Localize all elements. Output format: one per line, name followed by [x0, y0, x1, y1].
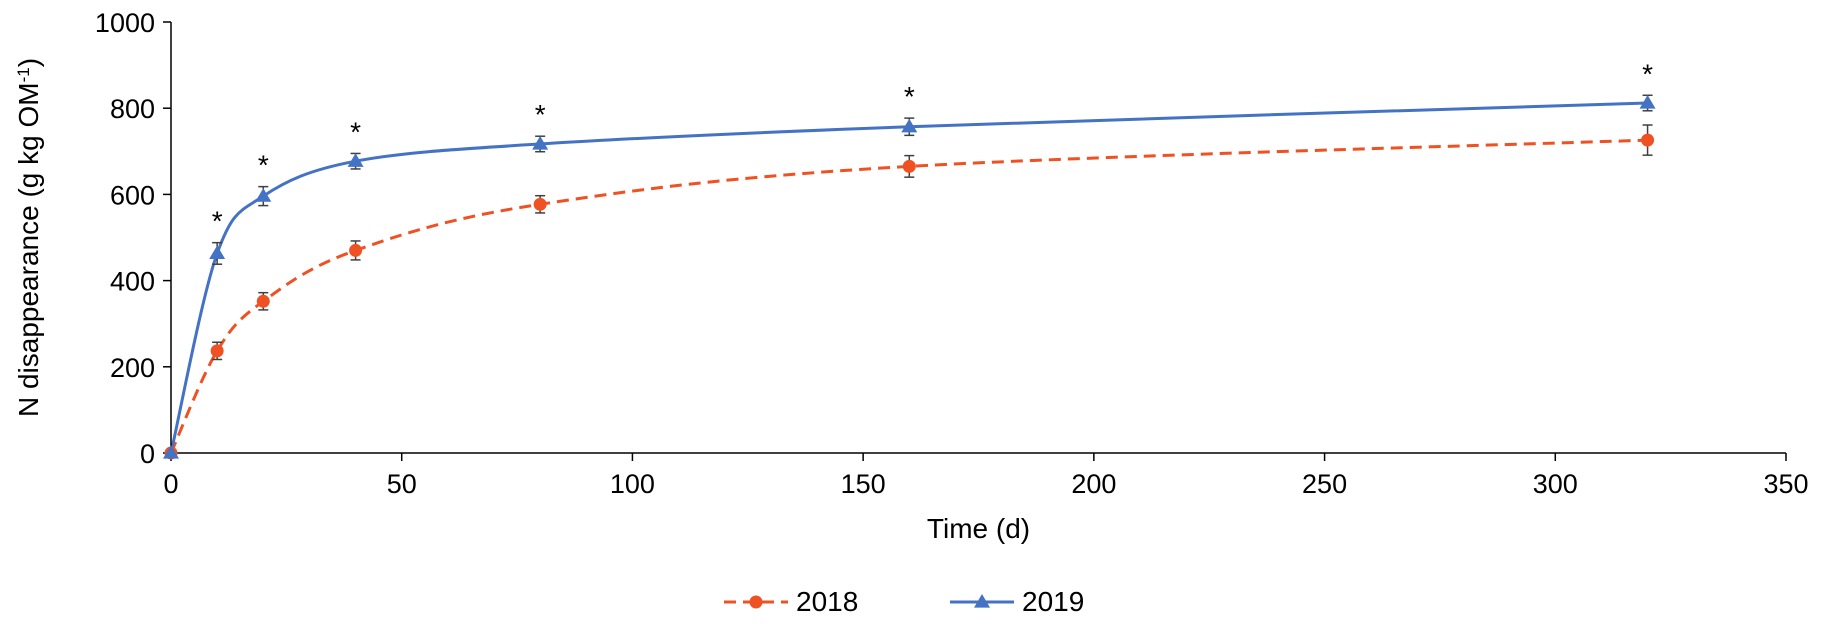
legend-item-2019: 2019 — [950, 586, 1084, 617]
data-point-2019 — [532, 135, 549, 150]
y-axis-title-superscript: -1 — [14, 67, 33, 82]
data-point-2018 — [349, 243, 363, 257]
y-axis-title: N disappearance (g kg OM-1) — [13, 58, 44, 417]
legend-item-2018: 2018 — [724, 586, 858, 617]
x-tick-label: 200 — [1071, 469, 1116, 499]
data-markers: * * * * * * — [163, 58, 1656, 460]
legend: 2018 2019 — [724, 586, 1084, 617]
x-tick-label: 300 — [1533, 469, 1578, 499]
significance-marker: * — [535, 99, 546, 130]
data-point-2019 — [347, 153, 364, 167]
x-tick-label: 50 — [387, 469, 417, 499]
y-tick-label: 800 — [110, 94, 155, 124]
x-tick-label: 250 — [1302, 469, 1347, 499]
y-axis-title-main: N disappearance (g kg OM — [13, 82, 44, 417]
data-point-2018 — [256, 294, 270, 308]
data-point-2018 — [1641, 133, 1655, 147]
data-point-2019 — [209, 245, 226, 260]
significance-marker: * — [350, 116, 361, 147]
legend-swatch-marker — [974, 594, 990, 608]
y-tick-label: 600 — [110, 180, 155, 210]
y-axis-title-suffix: ) — [13, 58, 44, 67]
series-line-2018 — [169, 138, 1648, 454]
data-point-2019 — [163, 445, 179, 459]
x-axis-title: Time (d) — [927, 513, 1030, 544]
y-tick-label: 1000 — [95, 8, 155, 38]
y-tick-label: 200 — [110, 353, 155, 383]
significance-marker: * — [212, 206, 223, 237]
legend-label: 2019 — [1022, 586, 1084, 617]
axes: 0 50 100 150 200 250 300 350 0 200 400 600 800 1000 — [95, 8, 1809, 499]
x-tick-label: 350 — [1763, 469, 1808, 499]
x-tick-label: 100 — [610, 469, 655, 499]
significance-marker: * — [1642, 58, 1653, 89]
data-point-2019 — [1639, 95, 1656, 109]
data-point-2019 — [255, 188, 272, 202]
legend-label: 2018 — [796, 586, 858, 617]
x-tick-label: 0 — [163, 469, 178, 499]
significance-marker: * — [904, 81, 915, 112]
y-tick-label: 400 — [110, 267, 155, 297]
legend-swatch-marker — [749, 595, 763, 609]
data-point-2018 — [210, 344, 224, 358]
x-tick-label: 150 — [841, 469, 886, 499]
data-point-2018 — [533, 197, 547, 211]
data-point-2018 — [902, 159, 916, 173]
significance-marker: * — [258, 150, 269, 181]
data-point-2019 — [901, 118, 918, 133]
y-tick-label: 0 — [140, 439, 155, 469]
